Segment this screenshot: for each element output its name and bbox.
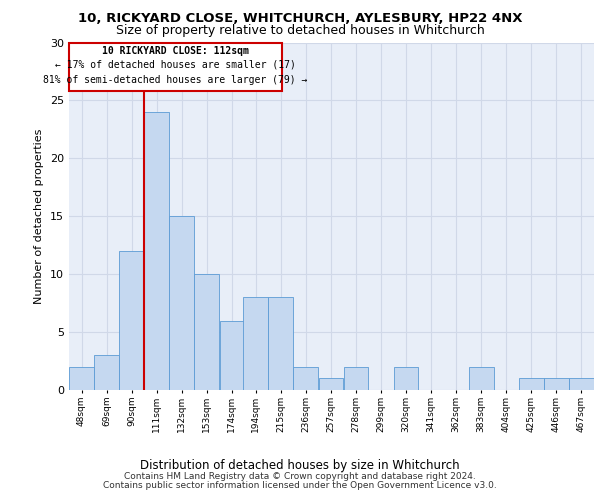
Bar	[268, 298, 293, 390]
Bar	[194, 274, 219, 390]
Text: Distribution of detached houses by size in Whitchurch: Distribution of detached houses by size …	[140, 458, 460, 471]
Text: 10, RICKYARD CLOSE, WHITCHURCH, AYLESBURY, HP22 4NX: 10, RICKYARD CLOSE, WHITCHURCH, AYLESBUR…	[78, 12, 522, 26]
Bar	[344, 367, 368, 390]
Y-axis label: Number of detached properties: Number of detached properties	[34, 128, 44, 304]
Bar	[220, 320, 244, 390]
Bar	[519, 378, 544, 390]
Bar	[119, 251, 144, 390]
Bar	[394, 367, 418, 390]
Text: Contains HM Land Registry data © Crown copyright and database right 2024.: Contains HM Land Registry data © Crown c…	[124, 472, 476, 481]
Bar	[319, 378, 343, 390]
Text: 10 RICKYARD CLOSE: 112sqm: 10 RICKYARD CLOSE: 112sqm	[102, 46, 249, 56]
FancyBboxPatch shape	[69, 42, 282, 91]
Bar	[94, 355, 119, 390]
Text: Contains public sector information licensed under the Open Government Licence v3: Contains public sector information licen…	[103, 481, 497, 490]
Bar	[569, 378, 594, 390]
Text: Size of property relative to detached houses in Whitchurch: Size of property relative to detached ho…	[116, 24, 484, 37]
Bar	[469, 367, 494, 390]
Text: ← 17% of detached houses are smaller (17): ← 17% of detached houses are smaller (17…	[55, 60, 296, 70]
Bar	[544, 378, 569, 390]
Bar	[293, 367, 318, 390]
Bar	[244, 298, 268, 390]
Text: 81% of semi-detached houses are larger (79) →: 81% of semi-detached houses are larger (…	[43, 75, 308, 85]
Bar	[69, 367, 94, 390]
Bar	[169, 216, 194, 390]
Bar	[145, 112, 169, 390]
